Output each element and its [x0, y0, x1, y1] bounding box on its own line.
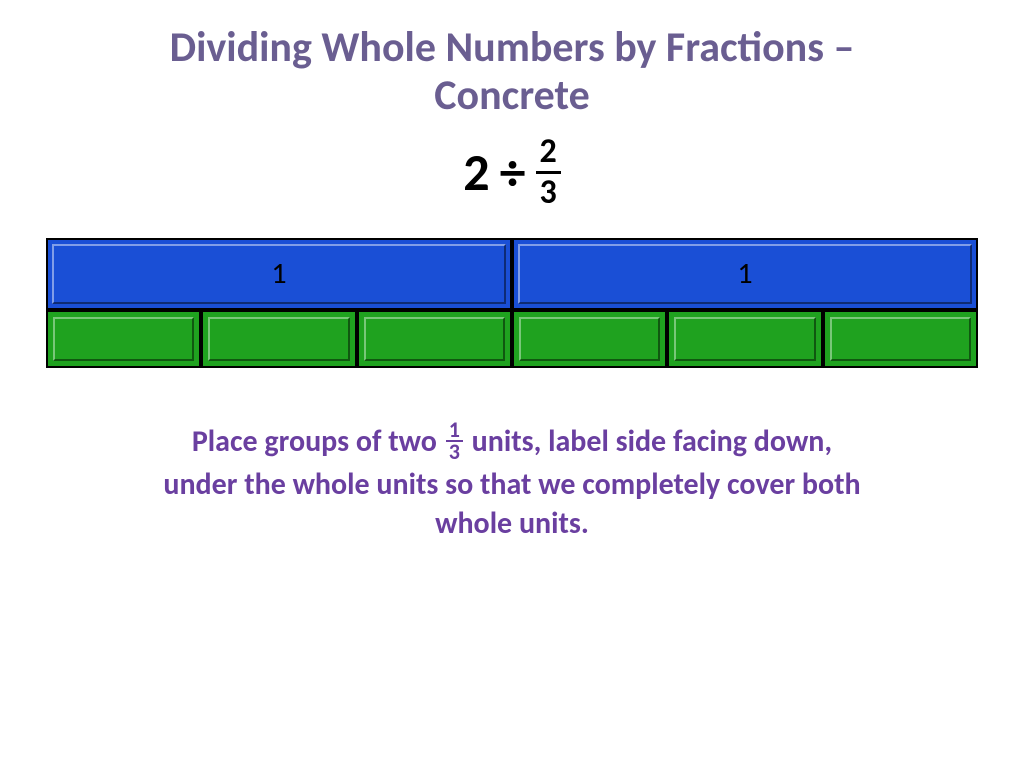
fraction-bars-diagram: 11	[46, 238, 978, 368]
equation-fraction: 2 3	[536, 135, 561, 210]
title-line-2: Concrete	[0, 72, 1024, 120]
equation-whole: 2	[463, 140, 489, 204]
title-line-1: Dividing Whole Numbers by Fractions –	[0, 24, 1024, 72]
instruction-caption: Place groups of two 13 units, label side…	[152, 422, 872, 544]
whole-unit-block: 1	[46, 238, 512, 310]
third-unit-block	[46, 310, 201, 368]
third-unit-block	[512, 310, 667, 368]
equation-operator: ÷	[500, 140, 526, 204]
equation-fraction-denominator: 3	[536, 174, 561, 210]
equation-fraction-numerator: 2	[536, 135, 561, 174]
whole-units-row: 11	[46, 238, 978, 310]
caption-fraction-denominator: 3	[446, 442, 463, 463]
third-unit-block	[201, 310, 356, 368]
third-unit-block	[667, 310, 822, 368]
caption-pre: Place groups of two	[192, 423, 444, 460]
third-unit-block	[823, 310, 978, 368]
equation: 2 ÷ 2 3	[0, 135, 1024, 210]
third-units-row	[46, 310, 978, 368]
third-unit-block	[357, 310, 512, 368]
whole-unit-block: 1	[512, 238, 978, 310]
page-title: Dividing Whole Numbers by Fractions – Co…	[0, 0, 1024, 121]
caption-fraction: 13	[446, 420, 463, 464]
